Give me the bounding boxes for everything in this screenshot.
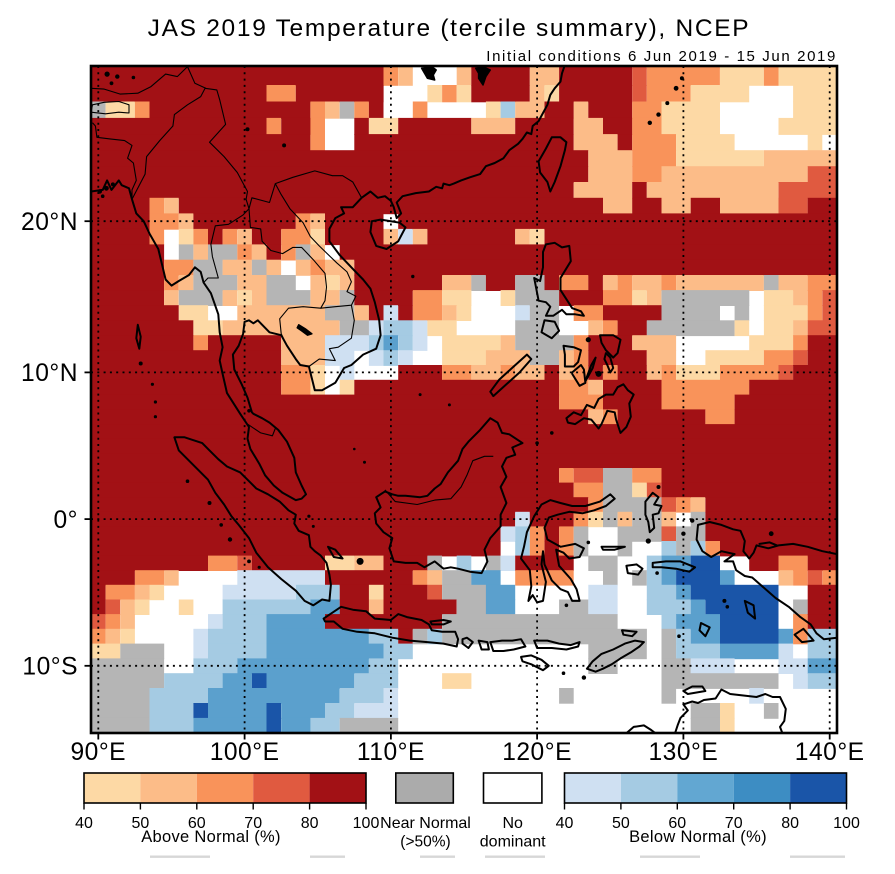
svg-text:10°N: 10°N [21,360,78,387]
svg-text:dominant: dominant [480,834,546,851]
svg-text:100: 100 [353,815,380,832]
svg-text:60: 60 [668,815,686,832]
svg-text:130°E: 130°E [649,739,719,766]
svg-text:110°E: 110°E [357,739,425,766]
svg-text:100°E: 100°E [210,739,280,766]
svg-text:100: 100 [833,815,860,832]
svg-text:60: 60 [188,815,206,832]
svg-text:Initial conditions 6 Jun 2019: Initial conditions 6 Jun 2019 - 15 Jun 2… [486,48,837,65]
svg-text:140°E: 140°E [795,739,865,766]
svg-text:70: 70 [725,815,743,832]
svg-text:No: No [502,815,523,832]
svg-text:70: 70 [244,815,262,832]
svg-text:50: 50 [612,815,630,832]
svg-text:80: 80 [781,815,799,832]
svg-text:10°S: 10°S [22,654,78,681]
svg-text:JAS 2019 Temperature (tercile: JAS 2019 Temperature (tercile summary), … [148,15,751,42]
svg-text:40: 40 [75,815,93,832]
svg-text:Below Normal (%): Below Normal (%) [629,828,767,846]
svg-text:80: 80 [301,815,319,832]
svg-text:20°N: 20°N [21,209,78,236]
svg-text:Near Normal: Near Normal [380,815,471,832]
svg-text:0°: 0° [53,507,78,534]
svg-text:40: 40 [556,815,574,832]
svg-text:50: 50 [132,815,150,832]
svg-text:120°E: 120°E [502,739,572,766]
svg-text:Above Normal (%): Above Normal (%) [141,828,281,846]
svg-text:90°E: 90°E [70,739,126,766]
svg-text:(>50%): (>50%) [400,834,450,851]
